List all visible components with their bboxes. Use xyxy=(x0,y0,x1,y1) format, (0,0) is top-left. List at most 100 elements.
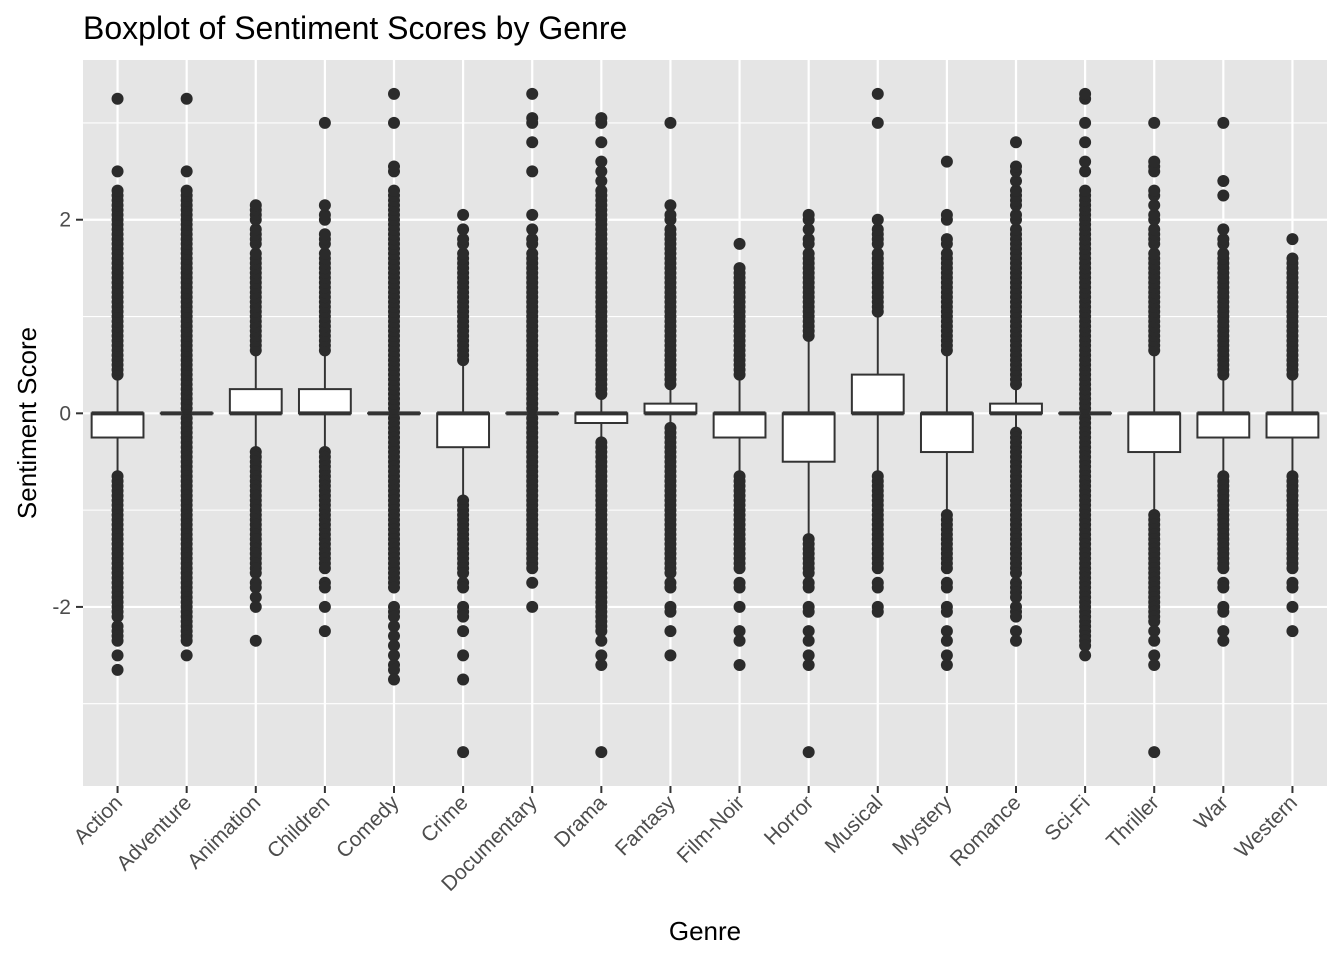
outlier-point xyxy=(526,87,539,100)
outlier-point xyxy=(388,184,400,197)
outlier-point xyxy=(526,112,539,125)
outlier-point xyxy=(733,562,746,575)
outlier-point xyxy=(249,634,262,647)
outlier-point xyxy=(249,199,262,212)
y-tick-label: 2 xyxy=(59,209,71,232)
outlier-point xyxy=(1079,639,1092,652)
outlier-point xyxy=(111,634,124,647)
x-tick-label: Children xyxy=(263,791,335,863)
outlier-point xyxy=(249,600,262,613)
outlier-point xyxy=(871,562,884,575)
outlier-point xyxy=(526,576,539,589)
x-tick-label: Musical xyxy=(821,791,888,858)
box-fantasy xyxy=(643,116,698,662)
outlier-point xyxy=(595,155,608,168)
outlier-point xyxy=(802,634,815,647)
outlier-point xyxy=(526,223,539,236)
outlier-point xyxy=(733,600,746,613)
box-iqr xyxy=(90,412,145,439)
outlier-point xyxy=(1217,247,1230,260)
outlier-point xyxy=(457,581,470,594)
outlier-point xyxy=(1010,610,1022,623)
outlier-point xyxy=(802,567,815,580)
box-adventure xyxy=(159,92,214,662)
outlier-point xyxy=(802,247,815,260)
chart-title: Boxplot of Sentiment Scores by Genre xyxy=(83,10,627,46)
outlier-point xyxy=(318,208,331,221)
box-crime xyxy=(436,208,491,759)
box-iqr xyxy=(1265,412,1320,439)
x-tick-label: Western xyxy=(1231,791,1302,862)
y-axis: -2 0 2 xyxy=(52,209,83,619)
box-series xyxy=(90,87,1320,759)
outlier-point xyxy=(1010,160,1022,173)
x-tick-label: Drama xyxy=(550,791,611,852)
box-comedy xyxy=(367,87,421,686)
outlier-point xyxy=(940,233,953,246)
outlier-point xyxy=(1286,600,1299,613)
outlier-point xyxy=(111,165,124,178)
outlier-point xyxy=(1148,615,1161,628)
outlier-point xyxy=(940,659,953,671)
outlier-point xyxy=(1010,567,1022,580)
outlier-point xyxy=(871,87,884,100)
y-tick-label: 0 xyxy=(59,402,71,425)
outlier-point xyxy=(802,605,815,618)
outlier-point xyxy=(1010,208,1022,221)
outlier-point xyxy=(595,634,608,647)
y-tick-label: -2 xyxy=(52,596,71,619)
x-axis-title: Genre xyxy=(669,916,741,946)
outlier-point xyxy=(1148,649,1161,662)
box-film-noir xyxy=(712,237,767,671)
outlier-point xyxy=(388,610,400,623)
box-mystery xyxy=(919,155,974,671)
box-animation xyxy=(228,199,283,647)
outlier-point xyxy=(318,562,331,575)
outlier-point xyxy=(1079,649,1092,662)
outlier-point xyxy=(457,223,470,236)
outlier-point xyxy=(733,659,746,671)
outlier-point xyxy=(1079,87,1092,100)
box-action xyxy=(90,92,145,676)
outlier-point xyxy=(940,649,953,662)
outlier-point xyxy=(457,247,470,260)
outlier-point xyxy=(802,223,815,236)
outlier-point xyxy=(1217,581,1230,594)
box-horror xyxy=(781,208,836,759)
outlier-point xyxy=(1217,233,1230,246)
outlier-point xyxy=(180,634,193,647)
outlier-point xyxy=(180,184,193,197)
box-iqr xyxy=(1196,412,1251,439)
x-tick-label: Film-Noir xyxy=(673,791,749,867)
outlier-point xyxy=(733,262,746,275)
outlier-point xyxy=(388,87,400,100)
outlier-point xyxy=(526,562,539,575)
outlier-point xyxy=(1286,252,1299,265)
box-iqr xyxy=(1127,412,1182,454)
outlier-point xyxy=(388,649,400,662)
plot-panel xyxy=(83,60,1327,786)
outlier-point xyxy=(940,208,953,221)
outlier-point xyxy=(595,165,608,178)
outlier-point xyxy=(595,649,608,662)
outlier-point xyxy=(111,649,124,662)
outlier-point xyxy=(388,639,400,652)
outlier-point xyxy=(664,581,677,594)
outlier-point xyxy=(664,605,677,618)
outlier-point xyxy=(318,581,331,594)
outlier-point xyxy=(664,223,677,236)
outlier-point xyxy=(940,625,953,638)
box-thriller xyxy=(1127,116,1182,759)
outlier-point xyxy=(249,223,262,236)
outlier-point xyxy=(1010,136,1022,149)
outlier-point xyxy=(318,199,331,212)
outlier-point xyxy=(526,208,539,221)
outlier-point xyxy=(457,208,470,221)
outlier-point xyxy=(318,228,331,241)
outlier-point xyxy=(664,208,677,221)
outlier-point xyxy=(318,600,331,613)
outlier-point xyxy=(664,116,677,129)
outlier-point xyxy=(1079,184,1092,197)
